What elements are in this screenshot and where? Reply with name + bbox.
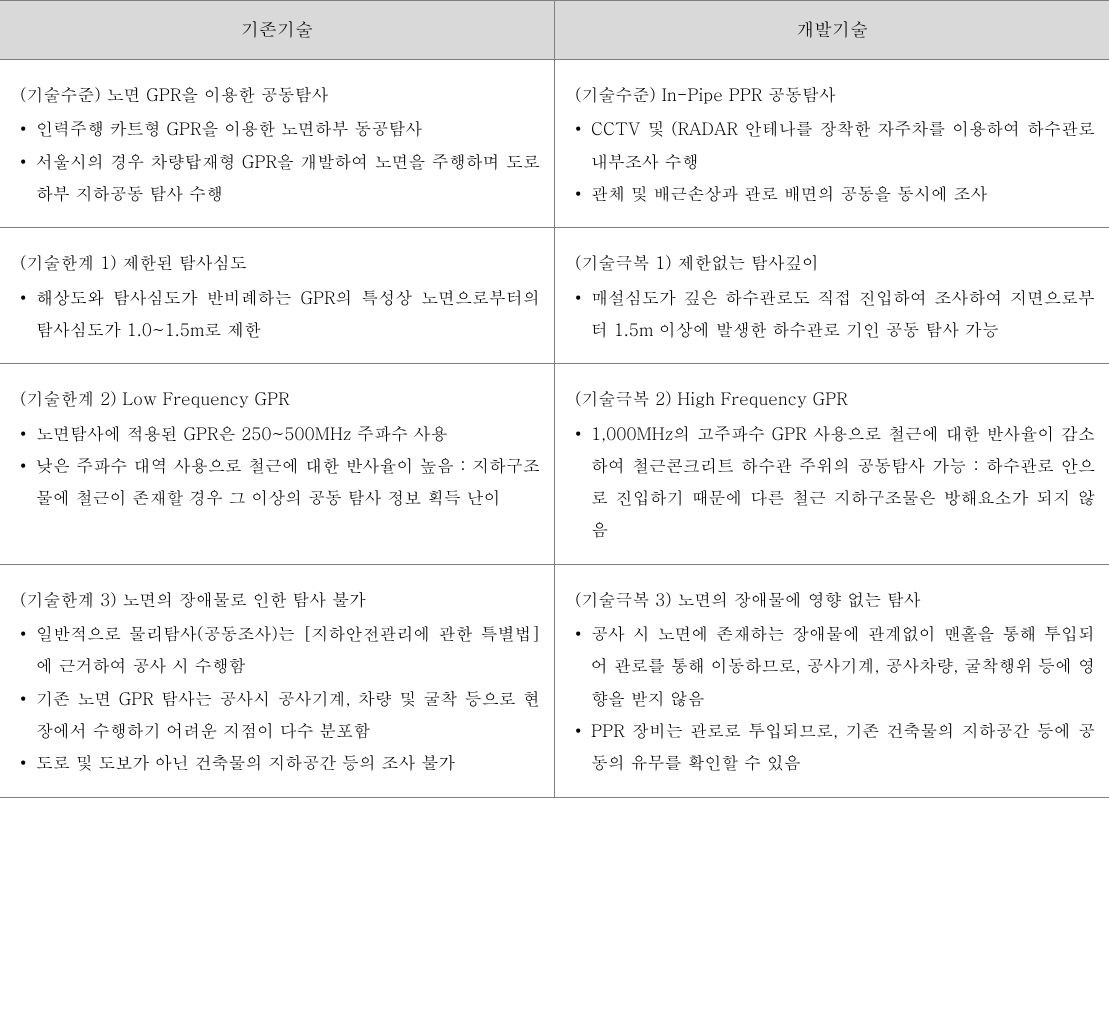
- list-item: 1,000MHz의 고주파수 GPR 사용으로 철근에 대한 반사율이 감소하여…: [569, 417, 1095, 546]
- table-body: (기술수준) 노면 GPR을 이용한 공동탐사인력주행 카트형 GPR을 이용한…: [0, 60, 1109, 797]
- cell-title: (기술수준) 노면 GPR을 이용한 공동탐사: [14, 78, 540, 110]
- cell-existing-tech: (기술수준) 노면 GPR을 이용한 공동탐사인력주행 카트형 GPR을 이용한…: [0, 60, 555, 228]
- cell-existing-tech: (기술한계 2) Low Frequency GPR노면탐사에 적용된 GPR은…: [0, 364, 555, 564]
- cell-title: (기술극복 3) 노면의 장애물에 영향 없는 탐사: [569, 583, 1095, 615]
- list-item: 노면탐사에 적용된 GPR은 250~500MHz 주파수 사용: [14, 417, 540, 449]
- list-item: 해상도와 탐사심도가 반비례하는 GPR의 특성상 노면으로부터의 탐사심도가 …: [14, 281, 540, 346]
- cell-developed-tech: (기술극복 2) High Frequency GPR1,000MHz의 고주파…: [555, 364, 1109, 564]
- cell-title: (기술극복 1) 제한없는 탐사깊이: [569, 246, 1095, 278]
- cell-existing-tech: (기술한계 1) 제한된 탐사심도해상도와 탐사심도가 반비례하는 GPR의 특…: [0, 228, 555, 364]
- bullet-list: CCTV 및 (RADAR 안테나를 장착한 자주차를 이용하여 하수관로 내부…: [569, 112, 1095, 209]
- bullet-list: 인력주행 카트형 GPR을 이용한 노면하부 동공탐사서울시의 경우 차량탑재형…: [14, 112, 540, 209]
- list-item: PPR 장비는 관로로 투입되므로, 기존 건축물의 지하공간 등에 공동의 유…: [569, 714, 1095, 779]
- table-row: (기술수준) 노면 GPR을 이용한 공동탐사인력주행 카트형 GPR을 이용한…: [0, 60, 1109, 228]
- table-row: (기술한계 1) 제한된 탐사심도해상도와 탐사심도가 반비례하는 GPR의 특…: [0, 228, 1109, 364]
- cell-developed-tech: (기술수준) In-Pipe PPR 공동탐사CCTV 및 (RADAR 안테나…: [555, 60, 1109, 228]
- list-item: 매설심도가 깊은 하수관로도 직접 진입하여 조사하여 지면으로부터 1.5m …: [569, 281, 1095, 346]
- table-header-row: 기존기술 개발기술: [0, 1, 1109, 60]
- cell-developed-tech: (기술극복 1) 제한없는 탐사깊이매설심도가 깊은 하수관로도 직접 진입하여…: [555, 228, 1109, 364]
- cell-title: (기술수준) In-Pipe PPR 공동탐사: [569, 78, 1095, 110]
- header-existing-tech: 기존기술: [0, 1, 555, 60]
- cell-existing-tech: (기술한계 3) 노면의 장애물로 인한 탐사 불가일반적으로 물리탐사(공동조…: [0, 564, 555, 797]
- list-item: 관체 및 배근손상과 관로 배면의 공동을 동시에 조사: [569, 177, 1095, 209]
- cell-title: (기술한계 3) 노면의 장애물로 인한 탐사 불가: [14, 583, 540, 615]
- list-item: 기존 노면 GPR 탐사는 공사시 공사기계, 차량 및 굴착 등으로 현장에서…: [14, 682, 540, 747]
- header-developed-tech: 개발기술: [555, 1, 1109, 60]
- bullet-list: 노면탐사에 적용된 GPR은 250~500MHz 주파수 사용낮은 주파수 대…: [14, 417, 540, 514]
- bullet-list: 공사 시 노면에 존재하는 장애물에 관계없이 맨홀을 통해 투입되어 관로를 …: [569, 617, 1095, 778]
- list-item: 인력주행 카트형 GPR을 이용한 노면하부 동공탐사: [14, 112, 540, 144]
- cell-title: (기술한계 1) 제한된 탐사심도: [14, 246, 540, 278]
- comparison-table: 기존기술 개발기술 (기술수준) 노면 GPR을 이용한 공동탐사인력주행 카트…: [0, 0, 1109, 798]
- bullet-list: 1,000MHz의 고주파수 GPR 사용으로 철근에 대한 반사율이 감소하여…: [569, 417, 1095, 546]
- cell-developed-tech: (기술극복 3) 노면의 장애물에 영향 없는 탐사공사 시 노면에 존재하는 …: [555, 564, 1109, 797]
- list-item: 서울시의 경우 차량탑재형 GPR을 개발하여 노면을 주행하며 도로하부 지하…: [14, 145, 540, 210]
- list-item: 도로 및 도보가 아닌 건축물의 지하공간 등의 조사 불가: [14, 746, 540, 778]
- bullet-list: 매설심도가 깊은 하수관로도 직접 진입하여 조사하여 지면으로부터 1.5m …: [569, 281, 1095, 346]
- table-row: (기술한계 2) Low Frequency GPR노면탐사에 적용된 GPR은…: [0, 364, 1109, 564]
- list-item: 일반적으로 물리탐사(공동조사)는 [지하안전관리에 관한 특별법]에 근거하여…: [14, 617, 540, 682]
- bullet-list: 해상도와 탐사심도가 반비례하는 GPR의 특성상 노면으로부터의 탐사심도가 …: [14, 281, 540, 346]
- table-row: (기술한계 3) 노면의 장애물로 인한 탐사 불가일반적으로 물리탐사(공동조…: [0, 564, 1109, 797]
- bullet-list: 일반적으로 물리탐사(공동조사)는 [지하안전관리에 관한 특별법]에 근거하여…: [14, 617, 540, 778]
- cell-title: (기술한계 2) Low Frequency GPR: [14, 382, 540, 414]
- cell-title: (기술극복 2) High Frequency GPR: [569, 382, 1095, 414]
- list-item: CCTV 및 (RADAR 안테나를 장착한 자주차를 이용하여 하수관로 내부…: [569, 112, 1095, 177]
- list-item: 낮은 주파수 대역 사용으로 철근에 대한 반사율이 높음 : 지하구조물에 철…: [14, 449, 540, 514]
- list-item: 공사 시 노면에 존재하는 장애물에 관계없이 맨홀을 통해 투입되어 관로를 …: [569, 617, 1095, 714]
